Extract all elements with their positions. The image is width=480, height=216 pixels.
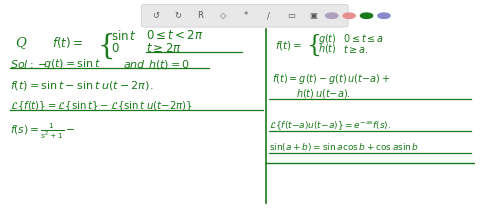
Text: $\mathcal{L}\{f(t)\} = \mathcal{L}\{\sin t\} - \mathcal{L}\{\sin t\;u(t{-}2\pi)\: $\mathcal{L}\{f(t)\} = \mathcal{L}\{\sin… [10, 99, 192, 113]
Text: $and$: $and$ [123, 59, 146, 70]
Text: ◇: ◇ [220, 11, 226, 20]
Text: $f(s) = \frac{1}{s^2+1} -$: $f(s) = \frac{1}{s^2+1} -$ [10, 121, 75, 141]
Text: $0$: $0$ [110, 42, 119, 55]
Text: $0 \leq t < 2\pi$: $0 \leq t < 2\pi$ [146, 29, 204, 42]
Text: {: { [306, 34, 321, 57]
Text: /: / [267, 11, 270, 20]
Text: $t \geq a.$: $t \geq a.$ [344, 43, 369, 55]
Text: $f(t) = g(t) - g(t)\,u(t{-}a) +$: $f(t) = g(t) - g(t)\,u(t{-}a) +$ [272, 72, 390, 86]
Text: ↺: ↺ [152, 11, 159, 20]
Text: $g(t) = \sin t$: $g(t) = \sin t$ [43, 57, 102, 71]
Text: $f(t) =$: $f(t) =$ [275, 39, 303, 52]
FancyBboxPatch shape [141, 4, 348, 27]
Circle shape [378, 13, 390, 18]
Text: $0 \leq t \leq a$: $0 \leq t \leq a$ [344, 32, 385, 44]
Text: ▣: ▣ [310, 11, 317, 20]
Text: $t \geq 2\pi$: $t \geq 2\pi$ [146, 42, 181, 55]
Text: $h(t) = 0$: $h(t) = 0$ [148, 58, 191, 71]
Text: $\sin(a+b) = \sin a\cos b + \cos a\sin b$: $\sin(a+b) = \sin a\cos b + \cos a\sin b… [269, 141, 420, 153]
Text: $f(t) = \sin t - \sin t\; u(t-2\pi).$: $f(t) = \sin t - \sin t\; u(t-2\pi).$ [10, 79, 153, 92]
Text: ↻: ↻ [174, 11, 181, 20]
Text: $f(t)=$: $f(t)=$ [52, 35, 83, 50]
Text: *: * [243, 11, 248, 20]
Text: ▭: ▭ [287, 11, 295, 20]
Text: $Sol:-$: $Sol:-$ [10, 59, 47, 70]
Text: $g(t)$: $g(t)$ [318, 32, 336, 46]
Text: Q: Q [15, 36, 26, 49]
Circle shape [343, 13, 355, 18]
Circle shape [360, 13, 372, 18]
Text: $\sin t$: $\sin t$ [110, 29, 136, 43]
Circle shape [325, 13, 338, 18]
Text: R: R [198, 11, 204, 20]
Text: $h(t)\,u(t{-}a).$: $h(t)\,u(t{-}a).$ [297, 87, 351, 100]
Text: $\mathcal{L}\{f(t{-}a)u(t{-}a)\} = e^{-as}f(s).$: $\mathcal{L}\{f(t{-}a)u(t{-}a)\} = e^{-a… [269, 119, 391, 132]
Text: {: { [98, 32, 116, 59]
Text: $h(t)$: $h(t)$ [318, 42, 336, 55]
